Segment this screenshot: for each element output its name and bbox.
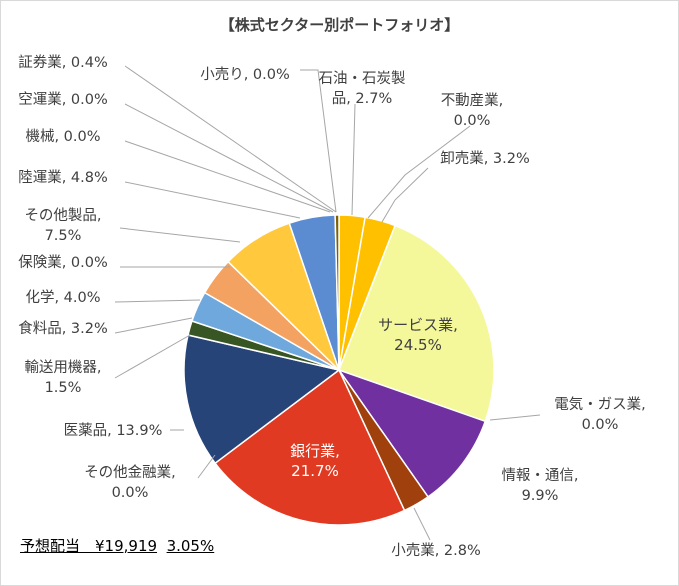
pie-slice-10 <box>183 334 341 465</box>
leader-line-9 <box>197 454 216 479</box>
slice-label-19: 証券業, 0.4% <box>18 54 108 71</box>
pie-slice-6 <box>337 368 487 498</box>
slice-label-5: 電気・ガス業, 0.0% <box>554 396 646 433</box>
leader-line-19 <box>124 65 337 213</box>
slice-label-6: 情報・通信, 9.9% <box>501 467 578 504</box>
leader-line-2 <box>367 125 471 219</box>
slice-label-7: 小売業, 2.8% <box>391 542 481 559</box>
pie-slice-8 <box>214 368 406 526</box>
slice-label-20: 小売り, 0.0% <box>200 66 290 83</box>
slice-label-18: 空運業, 0.0% <box>18 91 108 108</box>
leader-line-13 <box>114 299 201 303</box>
leader-line-5 <box>489 414 541 421</box>
slice-label-3: 卸売業, 3.2% <box>440 150 530 167</box>
slice-label-16: 陸運業, 4.8% <box>18 169 108 186</box>
slice-label-12: 食料品, 3.2% <box>18 320 108 337</box>
leader-line-7 <box>413 507 431 541</box>
leader-line-12 <box>114 317 193 334</box>
slice-label-13: 化学, 4.0% <box>25 289 100 306</box>
dividend-text: 予想配当 ¥19,919 <box>20 537 158 555</box>
leader-line-17 <box>124 140 331 213</box>
slice-label-11: 輸送用機器, 1.5% <box>24 359 101 396</box>
leader-line-20 <box>300 69 337 213</box>
pie-slice-4 <box>338 224 495 423</box>
leader-line-18 <box>124 103 334 213</box>
leader-line-15 <box>119 227 241 243</box>
slice-label-4: サービス業, 24.5% <box>378 316 458 354</box>
slice-label-15: その他製品, 7.5% <box>24 207 101 244</box>
chart-title: 【株式セクター別ポートフォリオ】 <box>219 16 460 34</box>
slice-label-10: 医薬品, 13.9% <box>64 422 163 439</box>
slice-label-1: 石油・石炭製品, 2.7% <box>319 70 406 107</box>
leader-line-16 <box>124 181 301 219</box>
slice-label-8: 銀行業, 21.7% <box>290 442 340 480</box>
slice-label-2: 不動産業, 0.0% <box>441 92 504 129</box>
leader-line-3 <box>381 167 429 223</box>
slice-label-9: その他金融業, 0.0% <box>84 464 176 501</box>
dividend-footer: 予想配当 ¥19,919 3.05% <box>20 535 214 556</box>
leader-line-11 <box>114 334 191 379</box>
pie-slice-19 <box>334 214 340 371</box>
leader-line-1 <box>351 103 356 216</box>
slice-label-17: 機械, 0.0% <box>25 128 100 145</box>
slice-label-14: 保険業, 0.0% <box>18 254 108 271</box>
dividend-yield: 3.05% <box>166 537 215 555</box>
